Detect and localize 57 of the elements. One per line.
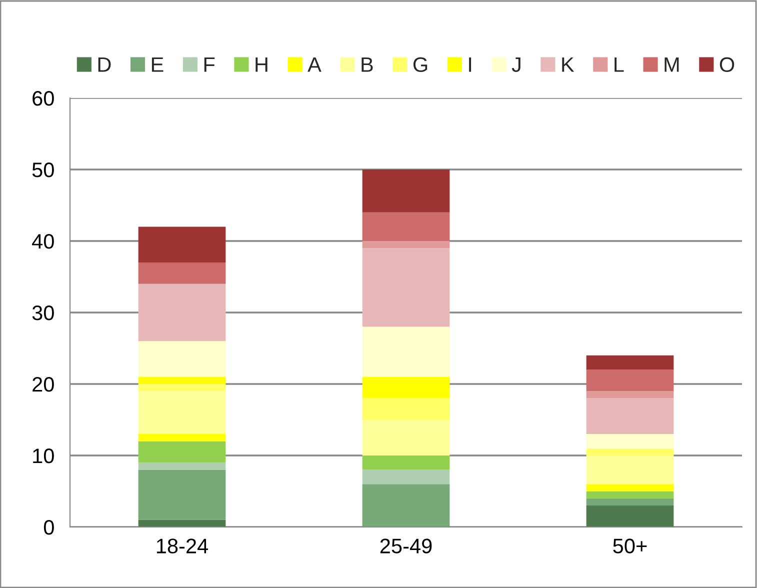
legend-label: K [562,57,574,72]
bar [138,470,226,520]
bar [362,248,450,327]
bar [586,398,674,434]
bar [586,391,674,398]
bar [586,498,674,506]
bar [586,448,674,456]
bar [586,491,674,498]
bar [138,226,226,262]
bar [138,391,226,434]
bar [362,398,450,420]
bar [138,284,226,342]
y-tick-label: 30 [32,306,54,320]
bar [362,456,450,470]
bar [362,484,450,527]
y-tick-label: 50 [32,162,54,178]
bar [586,434,674,448]
legend-label: I [469,57,472,72]
bar [586,370,674,392]
y-tick-label: 10 [33,448,54,464]
legend-label: G [413,57,428,72]
legend-label: M [664,57,679,72]
bar [586,355,674,370]
bar [138,441,226,463]
y-tick-label: 0 [44,520,54,535]
bar [362,241,450,248]
bar [362,212,450,241]
bar [138,434,226,442]
bar [362,170,450,212]
bar [362,420,450,456]
y-tick-label: 20 [32,377,54,392]
legend-label: J [512,57,520,72]
legend-label: O [720,57,734,72]
bar [362,376,450,398]
bar [138,262,226,284]
y-tick-label: 60 [32,91,54,106]
bar [138,384,226,392]
bar [138,520,226,527]
x-tick-label: 50+ [613,538,647,554]
x-tick-label: 25-49 [380,538,432,554]
bar [138,341,226,377]
legend-label: F [204,57,215,72]
legend-label: B [362,57,373,72]
bar [586,484,674,492]
bar [362,326,450,377]
bar [362,470,450,484]
bar [138,462,226,470]
legend-label: L [614,57,624,72]
x-tick-label: 18-24 [156,538,208,554]
legend-label: E [152,57,164,72]
legend-label: D [98,57,111,72]
bar [586,456,674,484]
bar [138,376,226,384]
y-tick-label: 40 [32,234,54,249]
legend-label: H [256,57,268,72]
bar [586,506,674,527]
legend-label: A [308,57,322,72]
